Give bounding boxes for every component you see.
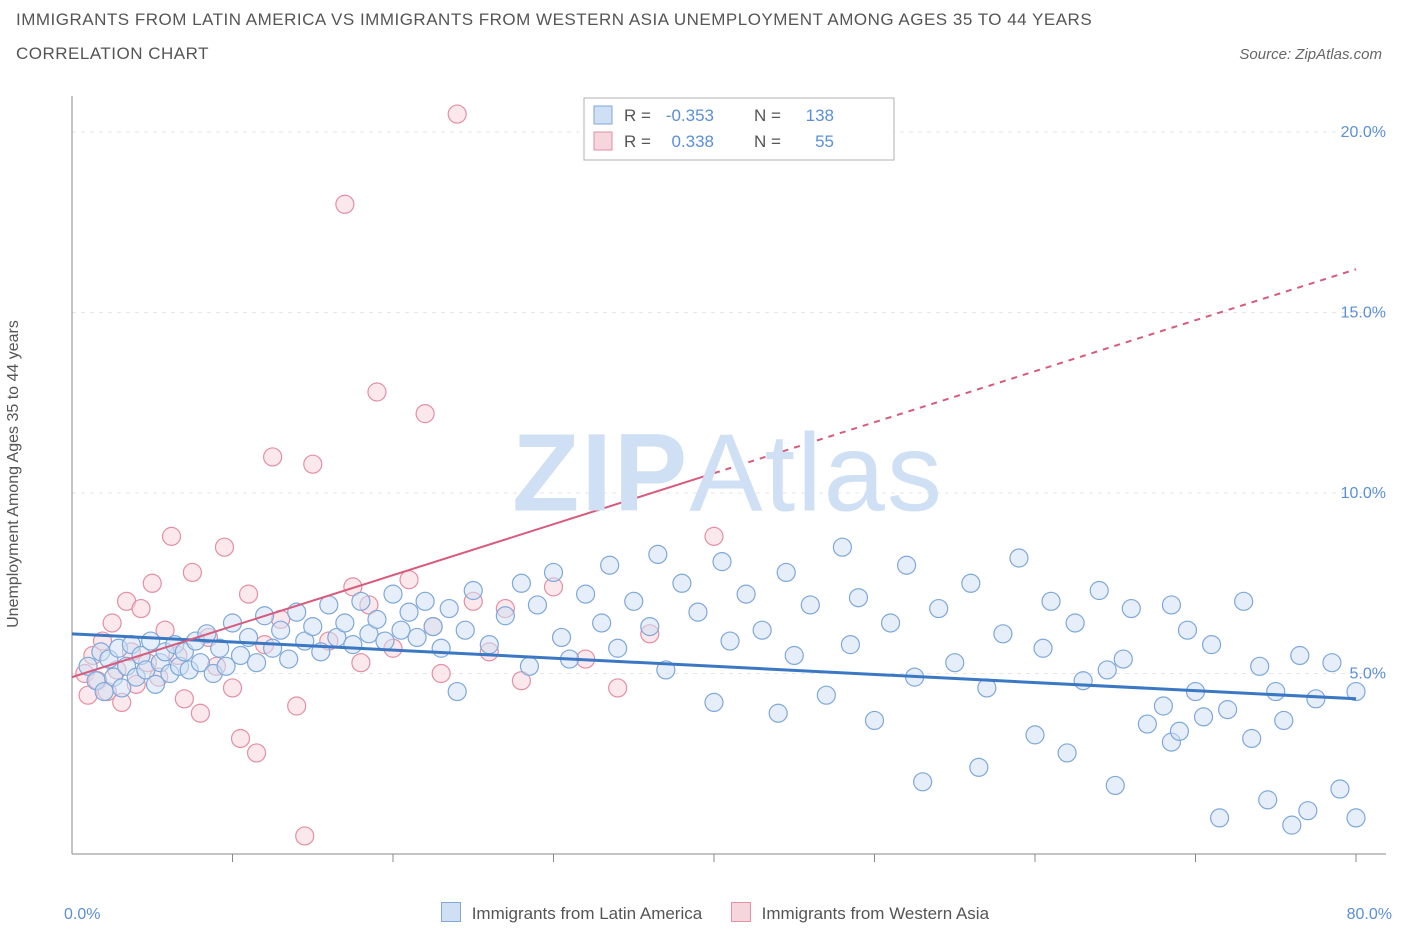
scatter-chart: 5.0% 10.0% 15.0% 20.0% R = -0.353 N = 138 R = 0.3… bbox=[58, 88, 1398, 888]
svg-text:138: 138 bbox=[806, 106, 834, 125]
bottom-legend: Immigrants from Latin America Immigrants… bbox=[0, 902, 1406, 924]
y-axis-label: Unemployment Among Ages 35 to 44 years bbox=[5, 320, 23, 628]
legend-label-latin: Immigrants from Latin America bbox=[472, 904, 703, 923]
svg-text:R =: R = bbox=[624, 106, 651, 125]
svg-text:R =: R = bbox=[624, 132, 651, 151]
svg-text:N =: N = bbox=[754, 132, 781, 151]
svg-text:-0.353: -0.353 bbox=[666, 106, 714, 125]
svg-text:10.0%: 10.0% bbox=[1341, 485, 1386, 502]
svg-text:5.0%: 5.0% bbox=[1350, 666, 1386, 683]
chart-area: ZIPAtlas 5.0%10.0%15.0%20.0%R =-0.353N =… bbox=[58, 88, 1398, 890]
legend-swatch-latin bbox=[441, 902, 461, 922]
svg-text:55: 55 bbox=[815, 132, 834, 151]
subtitle: CORRELATION CHART bbox=[16, 44, 209, 64]
svg-text:N =: N = bbox=[754, 106, 781, 125]
svg-text:20.0%: 20.0% bbox=[1341, 124, 1386, 141]
source-prefix: Source: bbox=[1239, 46, 1295, 63]
subtitle-row: CORRELATION CHART Source: ZipAtlas.com bbox=[0, 30, 1406, 64]
svg-text:0.338: 0.338 bbox=[671, 132, 714, 151]
svg-text:15.0%: 15.0% bbox=[1341, 305, 1386, 322]
legend-swatch-wasia bbox=[731, 902, 751, 922]
page-title: IMMIGRANTS FROM LATIN AMERICA VS IMMIGRA… bbox=[0, 0, 1406, 30]
source-name: ZipAtlas.com bbox=[1295, 46, 1382, 63]
legend-label-wasia: Immigrants from Western Asia bbox=[762, 904, 989, 923]
source-label: Source: ZipAtlas.com bbox=[1239, 46, 1382, 63]
